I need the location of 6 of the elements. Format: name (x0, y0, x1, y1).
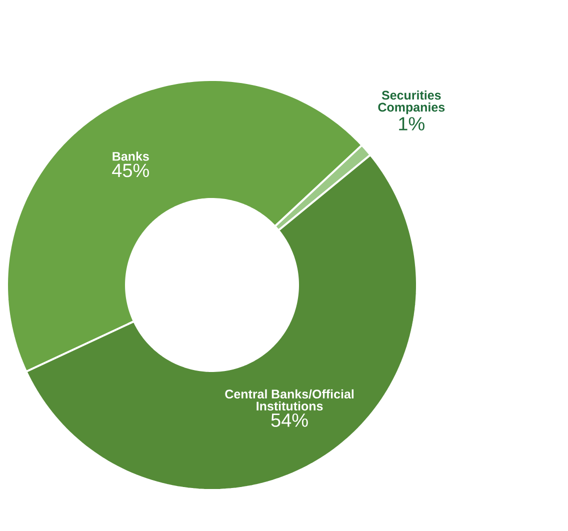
data-label: 45% (112, 164, 149, 178)
slice-label: Securities Companies (378, 90, 445, 114)
slice-label: Banks (112, 152, 149, 161)
data-label: 1% (399, 117, 424, 130)
slice-label: Central Banks/Official Institutions (225, 389, 354, 411)
data-label: 54% (271, 414, 308, 427)
